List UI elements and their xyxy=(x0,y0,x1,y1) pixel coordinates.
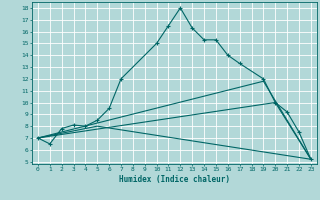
X-axis label: Humidex (Indice chaleur): Humidex (Indice chaleur) xyxy=(119,175,230,184)
